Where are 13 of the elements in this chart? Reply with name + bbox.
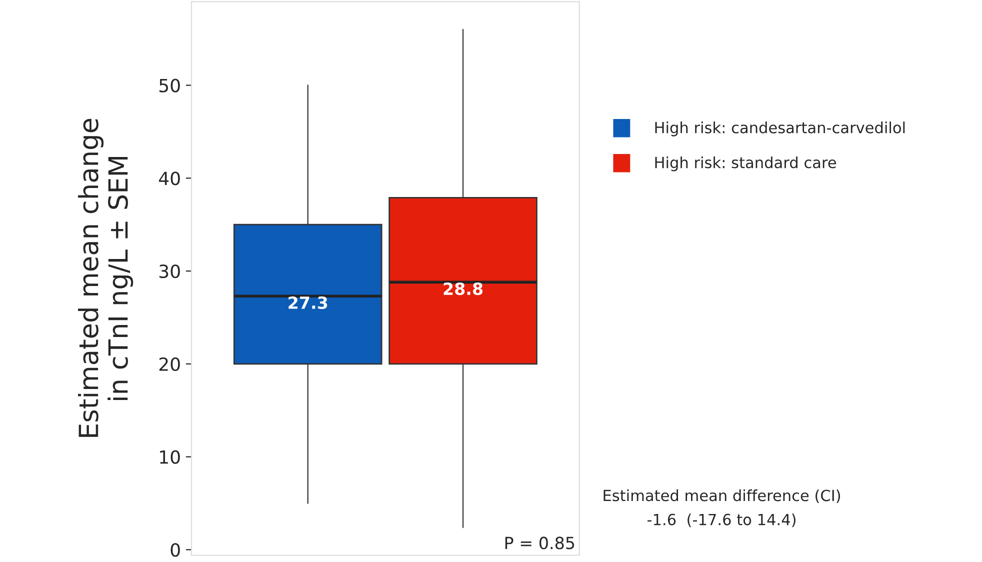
text: Estimated mean difference (CI) -1.6 (-17.6 to 14.4)	[604, 489, 840, 528]
text: 27.3	[288, 296, 328, 310]
legend-label: High risk: candesartan-carvedilol	[655, 122, 905, 136]
y-tick-label: 20	[159, 357, 180, 372]
y-tick-label: 50	[159, 78, 180, 92]
y-axis-title: Estimated mean change in cTnI ng/L ± SEM	[78, 118, 134, 437]
text: 28.8	[444, 282, 483, 296]
y-tick-label: 30	[159, 264, 180, 278]
y-tick-label: 40	[158, 172, 180, 186]
y-tick-label: 0	[170, 543, 180, 557]
y-tick-label: 10	[160, 450, 180, 464]
legend-label: High risk: standard care	[655, 156, 836, 172]
annotation: P = 0.85	[505, 536, 574, 550]
